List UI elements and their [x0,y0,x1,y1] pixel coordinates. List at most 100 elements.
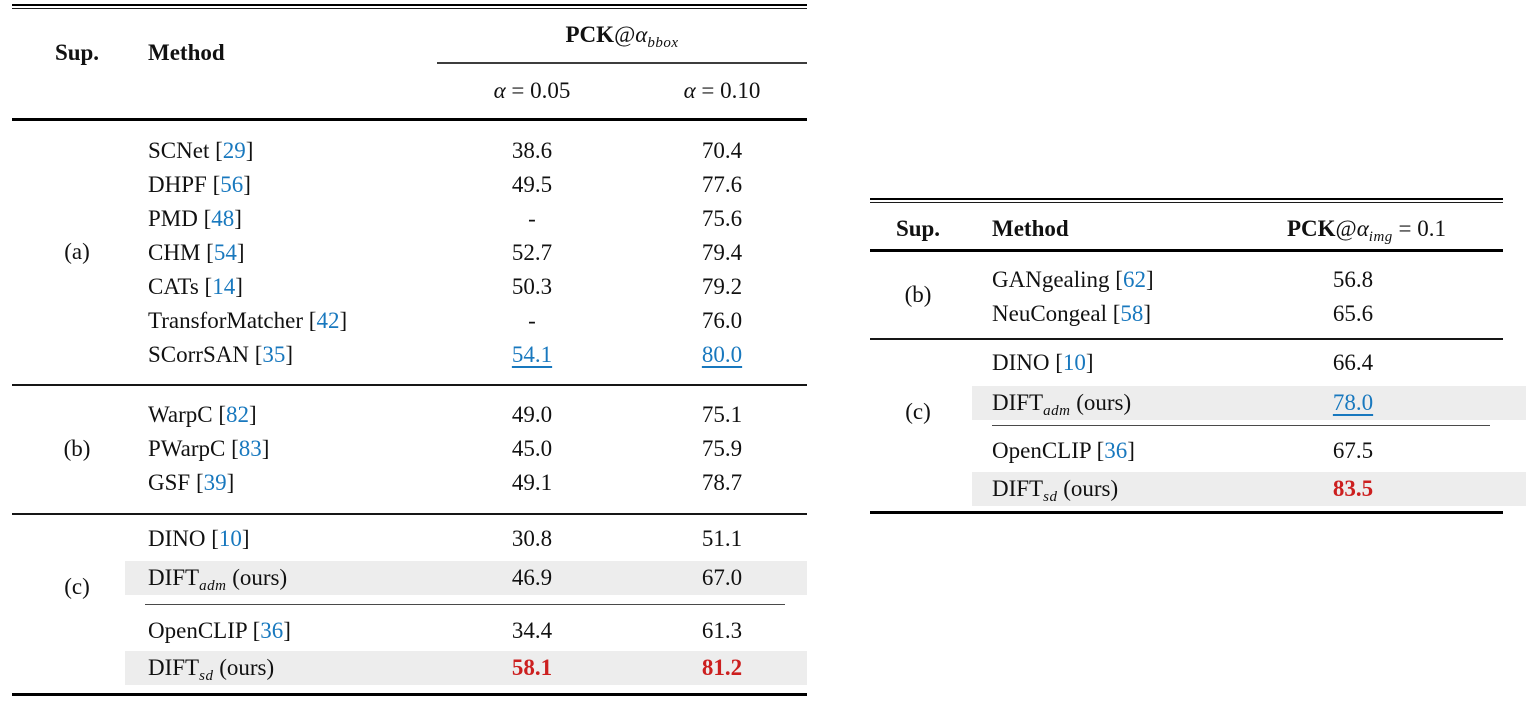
method-cell: PMD [48] [148,205,242,231]
pck-label: PCK [565,22,615,47]
group-separator-rule [12,512,807,515]
alpha-005-column-header: α = 0.05 [493,78,571,103]
method-cell: DIFTsd (ours) [148,655,275,684]
citation-number: 42 [316,307,340,333]
thin-separator-rule [145,603,785,605]
table-row: DIFTadm (ours) 46.9 67.0 [12,560,807,595]
at-sign: @ [614,22,636,47]
value-cell: 81.2 [701,655,743,680]
citation-number: 10 [218,525,242,551]
value-cell: - [528,307,536,333]
value-cell: 61.3 [701,618,743,643]
value-cell: 49.5 [511,171,553,197]
supervision-group: (c) DINO [10] 30.8 51.1 DIFTadm (ours) 46.9 67… [12,515,807,694]
citation-number: 14 [212,273,236,299]
method-cell: DINO [10] [148,525,250,551]
method-column-header: Method [992,216,1069,241]
pck-img-table: Sup. Method PCK@αimg = 0.1 (b) GANgealing… [870,198,1526,514]
value-cell: - [528,205,536,231]
table-row: CHM [54] 52.7 79.4 [12,236,807,270]
table-row: TransforMatcher [42] - 76.0 [12,304,807,338]
group-label: (b) [63,436,91,461]
value-cell: 80.0 [701,341,743,367]
value-cell: 65.6 [1332,300,1374,326]
bottom-rule [870,511,1503,514]
value-cell: 76.0 [701,307,743,333]
row-highlight-band [125,560,807,595]
method-subscript: sd [199,668,214,684]
header-rule [12,118,807,121]
row-highlight-band [972,472,1526,506]
value-cell: 75.9 [701,435,743,461]
alpha-010-column-header: α = 0.10 [683,78,761,103]
table-row: DINO [10] 66.4 [870,346,1503,380]
value-cell: 58.1 [511,655,553,680]
value-cell: 75.6 [701,205,743,231]
group-label: (c) [905,398,931,424]
citation-number: 39 [203,469,227,495]
citation-number: 48 [211,205,235,231]
value-cell: 51.1 [701,525,743,551]
method-cell: OpenCLIP [36] [992,438,1135,463]
value-cell: 77.6 [701,171,743,197]
value-cell: 45.0 [511,435,553,461]
thin-separator-rule [992,424,1490,426]
value-cell: 78.7 [701,469,743,495]
value-cell: 49.0 [511,401,553,427]
value-cell: 34.4 [511,618,553,643]
citation-number: 58 [1120,300,1144,326]
alpha-symbol: α [1356,216,1369,241]
method-cell: DIFTadm (ours) [148,564,288,594]
value-cell: 49.1 [511,469,553,495]
group-label: (b) [904,281,932,307]
group-separator-rule [870,337,1503,340]
table-row: CATs [14] 50.3 79.2 [12,270,807,304]
sup-column-header: Sup. [895,216,941,241]
citation-number: 35 [262,341,286,367]
method-cell: DIFTsd (ours) [992,476,1119,505]
group-separator-rule [12,383,807,386]
method-cell: NeuCongeal [58] [992,300,1152,326]
value-cell: 78.0 [1332,389,1374,415]
alpha-subscript: bbox [647,35,679,51]
method-cell: DINO [10] [992,349,1094,375]
citation-number: 56 [220,171,244,197]
value-cell: 67.5 [1332,438,1374,463]
row-highlight-band [125,651,807,685]
value-cell: 38.6 [511,137,553,163]
table-row: SCNet [29] 38.6 70.4 [12,134,807,168]
column-span-rule [437,62,807,64]
supervision-group: (a) SCNet [29] 38.6 70.4 DHPF [56] 49.5 77.6 PM… [12,121,807,384]
supervision-group: (c) DINO [10] 66.4 DIFTadm (ours) 78.0 OpenCL… [870,340,1526,512]
method-cell: OpenCLIP [36] [148,618,291,643]
pck-group-header: PCK@αbbox [437,22,807,52]
row-highlight-band [972,385,1526,420]
table-header: Sup. Method PCK@αbbox α = 0.05 α = 0.10 [12,9,807,118]
value-cell: 67.0 [701,564,743,590]
value-cell: 50.3 [511,273,553,299]
pck-group-header: PCK@αimg = 0.1 [1230,216,1503,246]
table-row: GANgealing [62] 56.8 [870,263,1503,297]
table-row: WarpC [82] 49.0 75.1 [12,398,807,432]
method-cell: GANgealing [62] [992,266,1154,292]
value-cell: 66.4 [1332,349,1374,375]
method-cell: WarpC [82] [148,401,257,427]
method-cell: GSF [39] [148,469,235,495]
table-body: (a) SCNet [29] 38.6 70.4 DHPF [56] 49.5 77.6 PM… [12,121,807,694]
group-label: (c) [64,573,90,599]
table-row: DHPF [56] 49.5 77.6 [12,168,807,202]
threshold-value: = 0.1 [1392,216,1447,241]
value-cell: 54.1 [511,341,553,367]
group-label: (a) [64,239,90,264]
citation-number: 10 [1062,349,1086,375]
table-row: NeuCongeal [58] 65.6 [870,297,1503,331]
top-rule [12,4,807,9]
alpha-symbol: α [635,22,648,47]
table-row: DIFTsd (ours) 83.5 [870,472,1526,506]
table-row: DIFTsd (ours) 58.1 81.2 [12,651,807,685]
value-cell: 52.7 [511,239,553,265]
supervision-group: (b) GANgealing [62] 56.8 NeuCongeal [58] 65.… [870,252,1503,338]
citation-number: 36 [260,618,284,643]
method-cell: CATs [14] [148,273,243,299]
method-cell: PWarpC [83] [148,435,270,461]
